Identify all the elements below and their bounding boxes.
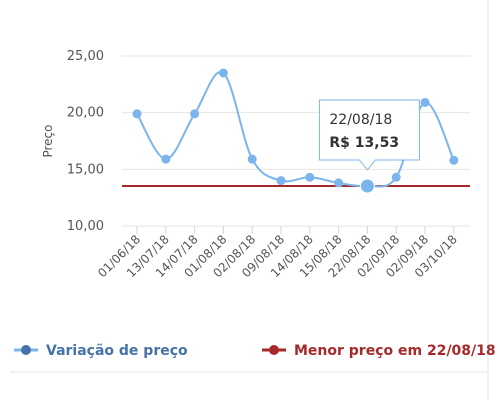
y-tick-label: 15,00 (67, 162, 104, 177)
data-point (161, 154, 171, 164)
data-point (190, 109, 200, 119)
data-point (334, 178, 344, 188)
legend-label: Variação de preço (46, 343, 188, 359)
y-axis-label: Preço (41, 124, 55, 157)
data-point (359, 178, 375, 194)
legend-symbol (21, 345, 31, 355)
data-point (449, 155, 459, 165)
data-point (305, 172, 315, 182)
legend-label: Menor preço em 22/08/18 (294, 343, 496, 359)
data-point (391, 172, 401, 182)
data-point (276, 176, 286, 186)
tooltip: 22/08/18 R$ 13,53 (318, 99, 420, 171)
data-point (420, 97, 430, 107)
y-tick-label: 10,00 (67, 219, 104, 234)
tooltip-box (318, 99, 420, 171)
y-tick-label: 25,00 (67, 49, 104, 64)
data-point (247, 154, 257, 164)
y-tick-label: 20,00 (67, 106, 104, 121)
tooltip-title: 22/08/18 (329, 112, 392, 128)
data-point (132, 109, 142, 119)
tooltip-value: R$ 13,53 (329, 135, 399, 151)
data-point (218, 68, 228, 78)
legend-symbol (269, 345, 279, 355)
